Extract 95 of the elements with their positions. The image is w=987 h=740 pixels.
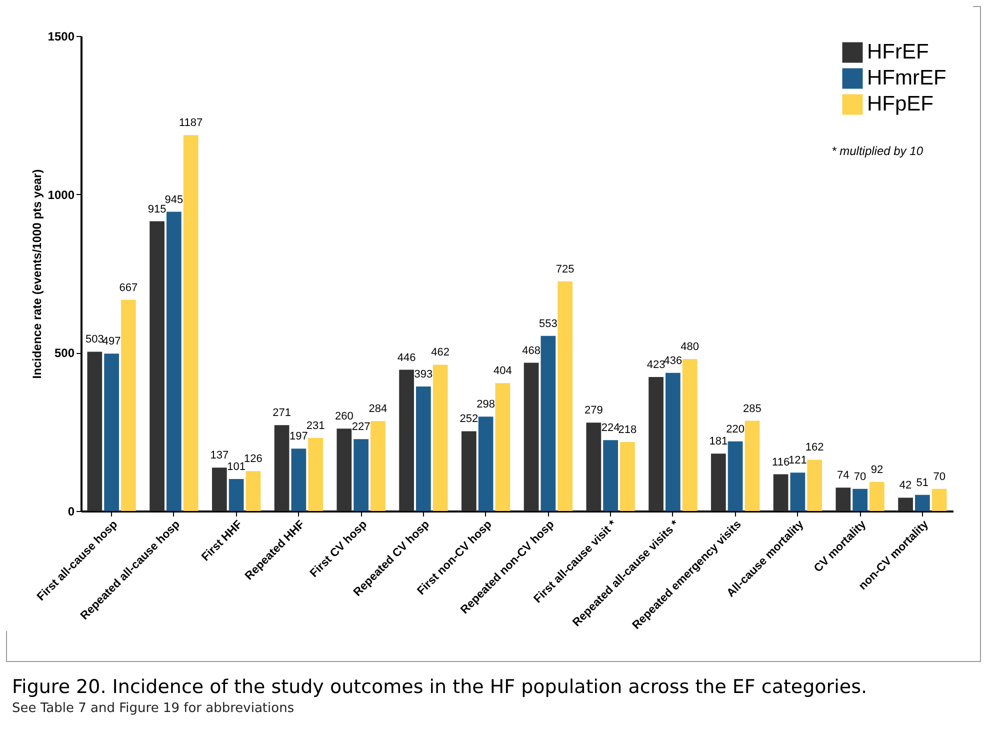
text: See Table 7 and Figure 19 for abbreviations [12, 701, 296, 716]
data-label: 220 [726, 423, 744, 436]
data-label: 945 [164, 194, 184, 206]
annotation: * multiplied by 10 [832, 144, 924, 158]
bar [150, 221, 164, 511]
data-label: 725 [556, 263, 574, 276]
data-label: 92 [870, 464, 884, 476]
data-label: 218 [618, 424, 637, 436]
bar [682, 359, 698, 511]
data-label: 468 [522, 344, 540, 357]
bar [744, 420, 760, 511]
data-label: 279 [584, 404, 603, 417]
data-label: 121 [788, 454, 807, 467]
data-label: 423 [646, 359, 666, 372]
bar [166, 212, 182, 511]
data-label: 137 [210, 450, 229, 462]
data-label: 231 [306, 420, 325, 432]
data-label: 224 [601, 422, 620, 434]
bar [495, 383, 510, 511]
bar [710, 454, 726, 511]
data-label: 284 [368, 403, 388, 416]
bar [104, 354, 119, 511]
data-label: 446 [397, 352, 416, 364]
bar [399, 370, 414, 511]
bar [354, 439, 368, 511]
bar [87, 352, 102, 511]
bar [852, 488, 868, 511]
bar [586, 422, 602, 511]
data-label: 393 [414, 368, 433, 381]
bar [308, 438, 324, 511]
data-label: 462 [431, 346, 450, 359]
bar [212, 468, 227, 511]
bar [603, 440, 618, 511]
bar [870, 482, 884, 511]
legend-label: HFmrEF [867, 66, 946, 90]
data-label: 116 [772, 456, 790, 468]
data-label: 298 [476, 398, 495, 411]
y-tick-label: 1000 [48, 188, 75, 202]
y-tick-label: 0 [68, 504, 75, 518]
data-label: 404 [494, 365, 512, 378]
data-label: 227 [352, 421, 370, 434]
bar [773, 474, 788, 511]
bar [274, 425, 290, 511]
legend-label: HFrEF [867, 40, 929, 64]
data-label: 915 [148, 203, 166, 216]
data-label: 126 [244, 453, 262, 466]
bar [898, 498, 913, 511]
data-label: 42 [899, 480, 912, 492]
bar [807, 460, 822, 511]
data-label: 285 [743, 402, 762, 415]
data-label: 51 [916, 476, 929, 489]
bar [461, 431, 476, 511]
bar [558, 281, 573, 511]
bar [620, 442, 635, 511]
bar [121, 300, 136, 511]
data-label: 74 [837, 470, 850, 482]
bar [291, 448, 306, 511]
bar [478, 416, 494, 511]
legend-label: HFpEF [867, 92, 934, 116]
y-tick-label: 500 [54, 346, 75, 360]
bar [540, 336, 556, 511]
bar [246, 471, 261, 511]
bar [432, 364, 448, 511]
data-label: 181 [709, 436, 728, 448]
data-label: 553 [539, 318, 558, 330]
bar [228, 479, 244, 511]
bar [370, 421, 386, 511]
bar [336, 428, 352, 511]
data-label: 260 [334, 410, 354, 423]
data-label: 271 [272, 407, 291, 420]
data-label: 101 [227, 461, 246, 474]
data-label: 1187 [179, 117, 203, 130]
bar [648, 377, 664, 511]
bar [524, 362, 539, 511]
data-label: 497 [102, 336, 121, 348]
bar [790, 472, 806, 511]
bar [666, 372, 680, 511]
data-label: 70 [854, 470, 866, 483]
bar [915, 494, 930, 511]
data-label: 480 [680, 341, 700, 353]
y-axis-title: Incidence rate (events/1000 pts year) [30, 169, 44, 379]
y-tick-label: 1500 [48, 30, 75, 44]
bar [836, 488, 851, 511]
bar [932, 488, 947, 511]
caption: Figure 20. Incidence of the study outcomes in the HF population across the EF categories. [12, 676, 868, 698]
data-label: 667 [119, 282, 138, 294]
data-label: 503 [85, 334, 104, 346]
data-label: 436 [664, 354, 682, 367]
data-label: 252 [460, 413, 478, 426]
bar [416, 386, 431, 511]
bar [183, 135, 198, 511]
bar [728, 441, 743, 511]
data-label: 197 [290, 430, 308, 443]
data-label: 162 [805, 442, 824, 454]
data-label: 70 [933, 470, 946, 483]
